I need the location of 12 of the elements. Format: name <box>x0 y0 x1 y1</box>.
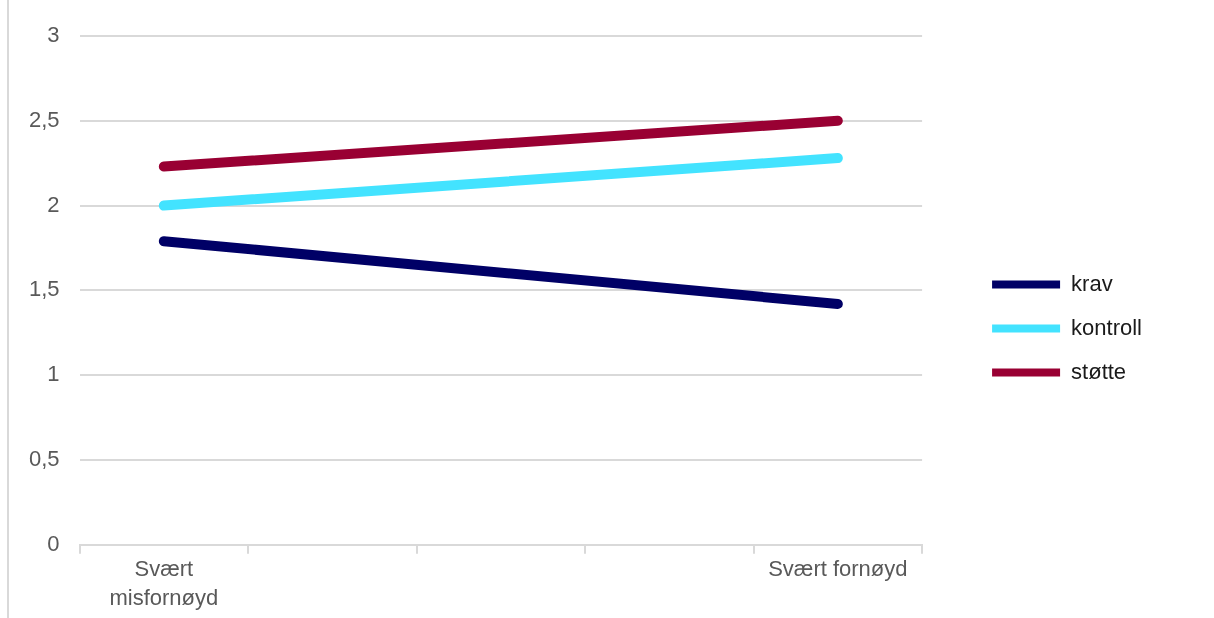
y-tick-label: 0 <box>47 530 60 556</box>
y-tick-label: 1,5 <box>28 276 60 302</box>
legend-label: krav <box>1071 270 1113 296</box>
legend-label: kontroll <box>1071 314 1142 340</box>
x-tick-label: Svært misfornøyd <box>109 556 219 610</box>
y-tick-label: 2,5 <box>28 106 60 132</box>
x-tick-label: Svært fornøyd <box>768 556 908 582</box>
y-tick-label: 1 <box>47 361 60 387</box>
y-tick-label: 3 <box>47 22 60 48</box>
legend-label: støtte <box>1071 358 1127 384</box>
y-tick-label: 2 <box>47 191 60 217</box>
y-tick-label: 0,5 <box>28 446 60 472</box>
